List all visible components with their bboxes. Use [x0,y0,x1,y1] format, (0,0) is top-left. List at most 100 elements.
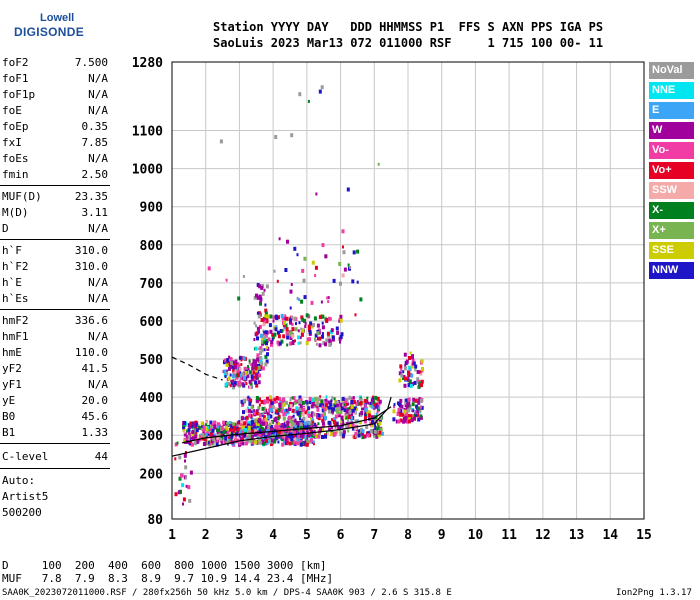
echo-point [342,245,344,249]
echo-point [337,406,341,411]
echo-point [312,440,315,444]
x-tick-label: 7 [370,528,378,543]
echo-point [374,395,378,400]
echo-point [249,382,253,387]
echo-point [294,424,297,428]
echo-point [191,421,194,425]
echo-point [237,296,241,301]
echo-point [209,427,212,431]
echo-point [420,405,423,409]
echo-point [314,396,318,401]
echo-point [417,384,421,389]
echo-point [302,440,306,445]
echo-point [232,434,235,437]
echo-point [255,368,258,373]
echo-point [345,409,349,414]
y-tick-label: 700 [140,277,164,292]
echo-point [348,395,352,400]
echo-point [249,414,253,419]
echo-point [229,384,232,388]
echo-point [321,321,324,325]
echo-point [266,435,270,440]
echo-point [193,427,196,432]
echo-point [288,441,292,446]
echo-point [254,426,258,431]
param-name: yF1 [2,378,22,391]
legend-item: SSW [649,182,694,199]
echo-point [302,408,306,412]
echo-point [320,413,324,418]
echo-point [295,399,298,403]
echo-point [291,334,295,339]
legend-item: W [649,122,694,139]
echo-point [211,422,214,426]
echo-point [282,328,285,332]
echo-point [306,409,309,413]
echo-point [348,410,352,415]
echo-point [259,302,262,306]
param-name: hmF2 [2,314,29,327]
echo-point [399,398,403,403]
echo-point [339,425,343,430]
echo-point [266,352,269,357]
echo-point [187,435,190,439]
echo-point [364,407,368,412]
echo-point [339,432,343,437]
echo-point [330,432,334,437]
echo-point [265,426,267,430]
echo-point [376,396,380,401]
echo-point [334,414,338,419]
echo-point [281,405,284,409]
echo-point [293,246,297,251]
echo-point [358,420,362,425]
echo-point [368,404,371,408]
clevel-value: 44 [94,450,108,463]
param-name: h`Es [2,292,29,305]
logo-line1: Lowell [40,12,75,24]
echo-point [237,363,241,368]
echo-point [289,404,293,408]
echo-point [282,412,286,417]
echo-point [315,192,318,196]
echo-point [343,408,347,412]
param-name: hmE [2,346,22,359]
echo-point [179,489,182,494]
echo-point [281,427,285,432]
x-tick-label: 10 [468,528,484,543]
param-value: 41.5 [81,362,109,375]
param-value: 310.0 [74,244,108,257]
echo-point [289,398,292,402]
echo-point [244,370,248,375]
echo-point [183,421,187,425]
echo-point [265,317,269,322]
echo-point [248,370,252,375]
echo-point [260,418,263,422]
echo-point [282,324,285,328]
echo-point [359,401,363,406]
echo-point [278,237,281,241]
echo-point [304,440,308,445]
legend-item: X- [649,202,694,219]
echo-point [356,407,359,411]
echo-point [199,435,203,440]
echo-point [240,437,242,441]
echo-point [217,433,221,438]
echo-point [225,278,228,282]
echo-point [279,400,283,405]
echo-point [413,380,417,385]
echo-point [277,408,281,413]
echo-point [282,416,286,421]
param-row: B1 1.33 [2,426,108,442]
echo-point [261,427,265,432]
echo-point [291,323,294,327]
echo-point [399,364,403,369]
echo-point [318,403,322,408]
param-row: yF1 N/A [2,378,108,394]
echo-point [301,328,305,333]
echo-point [327,431,330,435]
echo-point [260,348,264,353]
echo-point [256,427,259,431]
echo-point [308,327,311,332]
echo-point [407,383,411,388]
echo-point [270,342,273,347]
